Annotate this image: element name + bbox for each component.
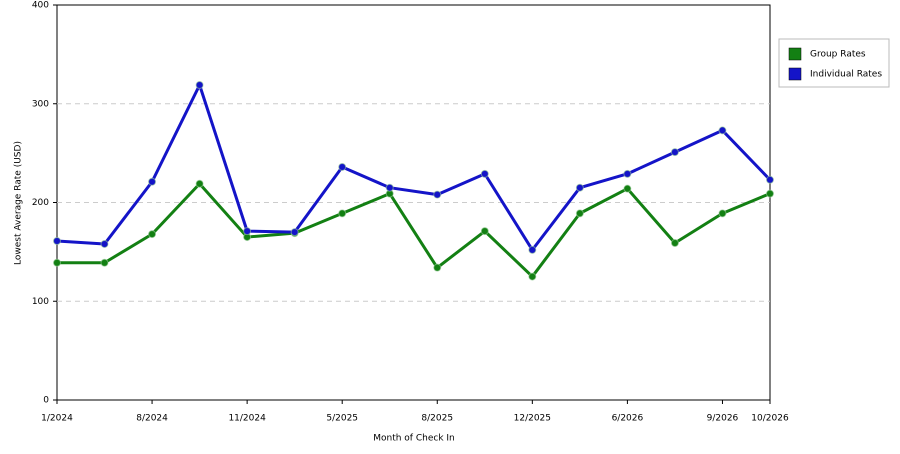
series-line: [57, 182, 771, 279]
x-tick-label: 10/2026: [751, 414, 789, 424]
data-point: [148, 230, 157, 239]
y-axis-label: Lowest Average Rate (USD): [14, 141, 24, 265]
data-point: [338, 162, 347, 171]
x-tick-label: 1/2024: [41, 414, 73, 424]
x-axis-label: Month of Check In: [373, 434, 455, 444]
data-point: [100, 258, 109, 267]
data-point: [528, 272, 537, 281]
y-tick-label: 0: [43, 396, 49, 406]
data-point: [195, 179, 204, 188]
legend-swatch: [788, 67, 802, 81]
x-tick-label: 12/2025: [514, 414, 551, 424]
data-point: [575, 183, 584, 192]
data-point: [195, 80, 204, 89]
data-point: [766, 175, 774, 184]
data-point: [53, 258, 61, 267]
data-point: [338, 209, 347, 218]
data-point: [718, 209, 727, 218]
y-tick-label: 400: [32, 1, 49, 11]
legend-swatch: [788, 47, 802, 61]
data-point: [480, 227, 489, 236]
legend-label: Individual Rates: [810, 70, 882, 80]
data-point: [670, 238, 679, 247]
data-point: [100, 239, 109, 248]
legend-label: Group Rates: [810, 50, 866, 60]
data-point: [766, 189, 774, 198]
data-point: [528, 245, 537, 254]
x-tick-label: 8/2024: [136, 414, 168, 424]
series-line: [56, 83, 772, 252]
x-tick-label: 5/2025: [326, 414, 358, 424]
y-tick-label: 100: [32, 297, 49, 307]
data-point: [290, 228, 299, 237]
data-point: [433, 190, 442, 199]
data-point: [575, 209, 584, 218]
data-point: [243, 227, 252, 236]
data-point: [718, 126, 727, 135]
data-point: [480, 169, 489, 178]
data-point: [385, 183, 394, 192]
data-point: [53, 237, 61, 246]
y-tick-label: 200: [32, 198, 49, 208]
data-point: [670, 148, 679, 157]
x-tick-label: 8/2025: [421, 414, 453, 424]
x-tick-label: 9/2026: [707, 414, 739, 424]
x-tick-label: 6/2026: [612, 414, 644, 424]
data-point: [148, 177, 157, 186]
data-point: [623, 169, 632, 178]
y-tick-label: 300: [32, 99, 49, 109]
data-point: [433, 263, 442, 272]
data-point: [623, 184, 632, 193]
x-tick-label: 11/2024: [228, 414, 266, 424]
